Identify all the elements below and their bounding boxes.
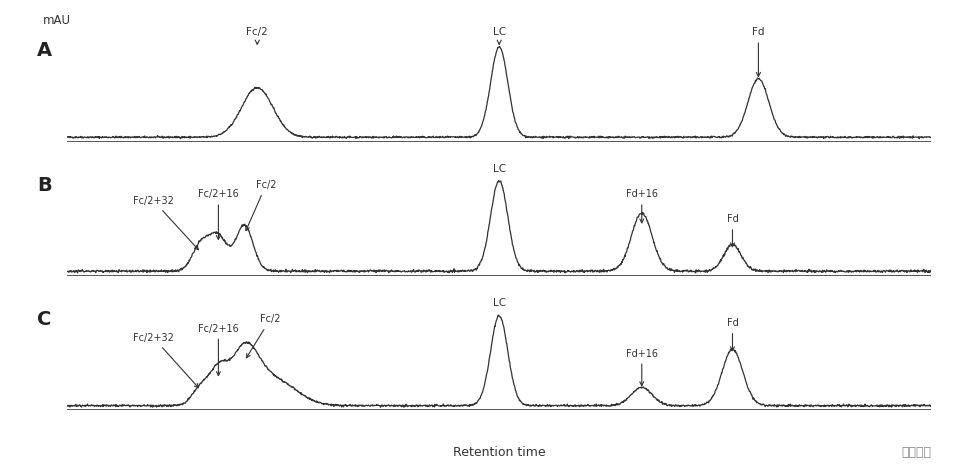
Text: B: B	[37, 176, 52, 195]
Text: Retention time: Retention time	[453, 446, 545, 459]
Text: Fd: Fd	[752, 28, 765, 76]
Text: Fc/2: Fc/2	[247, 314, 280, 358]
Text: Fd+16: Fd+16	[626, 349, 658, 386]
Text: Fc/2+16: Fc/2+16	[198, 190, 239, 240]
Text: LC: LC	[492, 28, 506, 44]
Text: Fc/2+16: Fc/2+16	[198, 323, 239, 375]
Text: Fc/2: Fc/2	[247, 28, 268, 44]
Text: LC: LC	[492, 163, 506, 174]
Text: mAU: mAU	[43, 14, 71, 27]
Text: A: A	[37, 41, 52, 60]
Text: C: C	[37, 310, 51, 329]
Text: Fc/2+32: Fc/2+32	[133, 196, 199, 250]
Text: Fd+16: Fd+16	[626, 190, 658, 223]
Text: LC: LC	[492, 298, 506, 308]
Text: 倍笼生物: 倍笼生物	[901, 446, 931, 459]
Text: Fc/2: Fc/2	[246, 180, 276, 231]
Text: Fd: Fd	[727, 214, 738, 247]
Text: Fd: Fd	[727, 318, 738, 351]
Text: Fc/2+32: Fc/2+32	[133, 333, 199, 388]
